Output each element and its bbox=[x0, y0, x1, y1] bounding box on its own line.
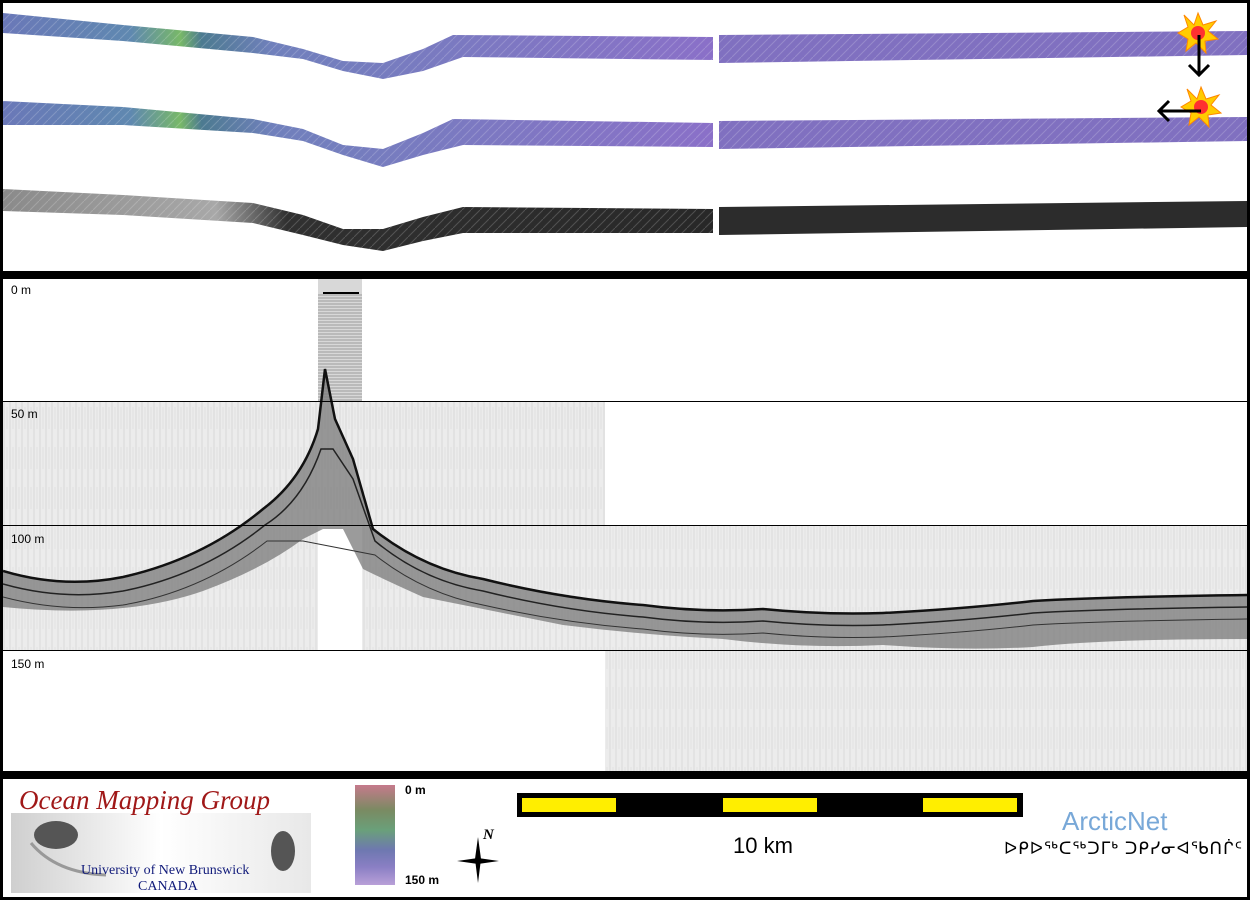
scale-segment bbox=[723, 798, 817, 812]
color-bar-top-label: 0 m bbox=[405, 783, 426, 797]
depth-label-0: 0 m bbox=[11, 283, 32, 297]
svg-text:N: N bbox=[482, 827, 495, 843]
fish-silhouette-icon bbox=[271, 831, 295, 871]
scale-bar bbox=[517, 793, 1023, 817]
scale-segment bbox=[923, 798, 1017, 812]
omg-subtitle: University of New Brunswick bbox=[81, 863, 250, 878]
omg-title: Ocean Mapping Group bbox=[19, 785, 270, 815]
depth-label-50: 50 m bbox=[11, 407, 38, 421]
depth-label-100: 100 m bbox=[11, 532, 45, 546]
scale-label: 10 km bbox=[733, 833, 793, 858]
legend-panel: Ocean Mapping Group University of New Br… bbox=[3, 779, 1247, 897]
depth-label-150: 150 m bbox=[11, 657, 45, 671]
seismic-profile bbox=[3, 279, 1247, 771]
profile-panel: 0 m 50 m 100 m 150 m bbox=[3, 279, 1247, 771]
color-bar-bottom-label: 150 m bbox=[405, 873, 440, 887]
depth-color-bar bbox=[355, 785, 395, 885]
seabed-reflector bbox=[3, 368, 1247, 615]
scale-segment bbox=[522, 798, 616, 812]
omg-country: CANADA bbox=[138, 879, 198, 894]
north-arrow-icon: N bbox=[457, 827, 499, 883]
omg-logo: Ocean Mapping Group University of New Br… bbox=[11, 783, 311, 894]
arrow-down-icon bbox=[1187, 35, 1211, 78]
arrow-left-icon bbox=[1156, 99, 1201, 123]
sun-icon bbox=[1177, 11, 1220, 55]
swath-panel bbox=[3, 3, 1247, 271]
arcticnet-logo: ArcticNet bbox=[1062, 806, 1168, 836]
swath-strips bbox=[3, 11, 1247, 251]
arcticnet-syllabics: ᐅᑭᐅᖅᑕᖅᑐᒥᒃ ᑐᑭᓯᓂᐊᖃᑎᒌᑦ bbox=[1004, 839, 1244, 858]
ship-silhouette-icon bbox=[34, 821, 78, 849]
sediment-band bbox=[3, 369, 1247, 649]
swath-strip-3-east bbox=[719, 201, 1247, 235]
